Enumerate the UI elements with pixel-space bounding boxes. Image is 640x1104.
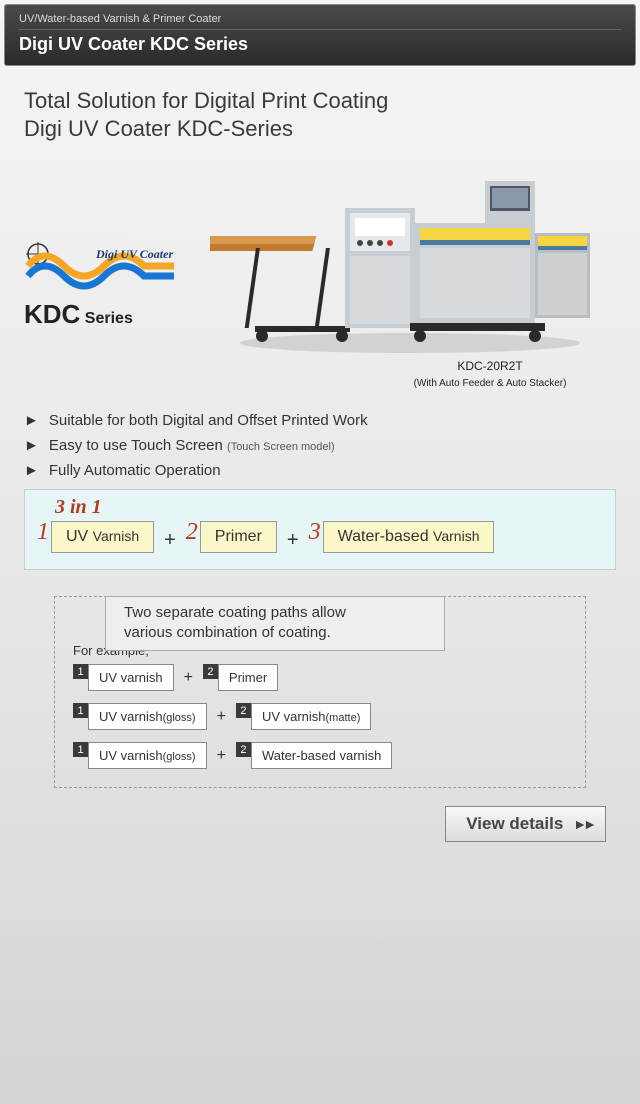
combo-box-item: UV varnish: [88, 664, 174, 691]
box-uv: UV Varnish: [51, 521, 154, 553]
button-label: View details: [466, 814, 563, 834]
machine-model: KDC-20R2T: [457, 359, 522, 373]
machine-block: KDC-20R2T (With Auto Feeder & Auto Stack…: [194, 148, 616, 390]
badge-2: 2: [236, 703, 251, 718]
series-text: Series: [85, 310, 133, 327]
num-2: 2: [186, 519, 198, 546]
combo-row: 1 UV varnish + 2 Primer: [73, 664, 567, 691]
content: Total Solution for Digital Print Coating…: [0, 70, 640, 800]
triangle-icon: ►: [24, 437, 39, 454]
logo-block: Digi UV Coater KDC Series: [24, 236, 194, 330]
feature-list: ►Suitable for both Digital and Offset Pr…: [24, 412, 616, 479]
badge-2: 2: [236, 742, 251, 757]
arrow-icon: ►►: [573, 816, 593, 832]
combo-panel: Two separate coating paths allow various…: [54, 596, 586, 788]
kdc-label: KDC Series: [24, 299, 194, 330]
badge-1: 1: [73, 703, 88, 718]
view-details-button[interactable]: View details ►►: [445, 806, 606, 842]
header: UV/Water-based Varnish & Primer Coater D…: [4, 4, 636, 66]
plus-icon: +: [174, 669, 203, 687]
main-title-1: Total Solution for Digital Print Coating: [24, 88, 616, 114]
combo-row: 1 UV varnish(gloss) + 2 UV varnish(matte…: [73, 703, 567, 730]
machine-caption: KDC-20R2T (With Auto Feeder & Auto Stack…: [364, 359, 616, 390]
badge-1: 1: [73, 742, 88, 757]
combo-row: 1 UV varnish(gloss) + 2 Water-based varn…: [73, 742, 567, 769]
svg-text:Digi UV Coater: Digi UV Coater: [95, 247, 173, 261]
badge-2: 2: [203, 664, 218, 679]
three-boxes-row: 1 UV Varnish + 2 Primer + 3 Water-based …: [37, 521, 603, 553]
feature-item: ►Easy to use Touch Screen (Touch Screen …: [24, 437, 616, 454]
machine-subcaption: (With Auto Feeder & Auto Stacker): [414, 378, 567, 389]
badge-1: 1: [73, 664, 88, 679]
num-3: 3: [309, 519, 321, 546]
feature-item: ►Suitable for both Digital and Offset Pr…: [24, 412, 616, 429]
logo-icon: Digi UV Coater: [24, 236, 184, 292]
combo-box-item: UV varnish(gloss): [88, 703, 207, 730]
header-subtitle: UV/Water-based Varnish & Primer Coater: [19, 13, 621, 30]
combo-box-item: UV varnish(gloss): [88, 742, 207, 769]
three-in-one-label: 3 in 1: [55, 496, 603, 519]
combo-box-item: UV varnish(matte): [251, 703, 371, 730]
plus-icon: +: [207, 747, 236, 765]
num-1: 1: [37, 519, 49, 546]
triangle-icon: ►: [24, 462, 39, 479]
box-primer: Primer: [200, 521, 277, 553]
feature-item: ►Fully Automatic Operation: [24, 462, 616, 479]
combo-box-item: Water-based varnish: [251, 742, 392, 769]
hero-row: Digi UV Coater KDC Series: [24, 148, 616, 390]
box-water: Water-based Varnish: [323, 521, 495, 553]
combo-box-item: Primer: [218, 664, 278, 691]
machine-image: [210, 148, 600, 358]
plus-icon: +: [281, 529, 305, 552]
plus-icon: +: [207, 708, 236, 726]
header-title: Digi UV Coater KDC Series: [19, 34, 621, 55]
kdc-text: KDC: [24, 299, 80, 329]
triangle-icon: ►: [24, 412, 39, 429]
three-in-one-panel: 3 in 1 1 UV Varnish + 2 Primer + 3 Water…: [24, 489, 616, 570]
combo-title: Two separate coating paths allow various…: [105, 596, 445, 651]
main-title-2: Digi UV Coater KDC-Series: [24, 116, 616, 142]
plus-icon: +: [158, 529, 182, 552]
